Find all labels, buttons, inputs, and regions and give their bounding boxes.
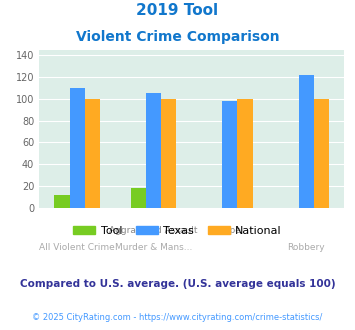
Bar [54, 195, 70, 208]
Text: Aggravated Assault: Aggravated Assault [109, 226, 198, 235]
Text: Robbery: Robbery [288, 243, 325, 251]
Bar [85, 99, 100, 208]
Text: All Violent Crime: All Violent Crime [39, 243, 115, 251]
Text: Murder & Mans...: Murder & Mans... [115, 243, 192, 251]
Bar [161, 99, 176, 208]
Legend: Tool, Texas, National: Tool, Texas, National [69, 221, 286, 240]
Text: Violent Crime Comparison: Violent Crime Comparison [76, 30, 279, 44]
Text: 2019 Tool: 2019 Tool [136, 3, 219, 18]
Text: © 2025 CityRating.com - https://www.cityrating.com/crime-statistics/: © 2025 CityRating.com - https://www.city… [32, 314, 323, 322]
Text: Compared to U.S. average. (U.S. average equals 100): Compared to U.S. average. (U.S. average … [20, 279, 335, 289]
Bar [222, 101, 237, 208]
Bar [131, 188, 146, 208]
Bar [299, 75, 314, 208]
Bar [314, 99, 329, 208]
Bar [237, 99, 253, 208]
Bar [146, 93, 161, 208]
Text: Rape: Rape [218, 226, 241, 235]
Bar [70, 88, 85, 208]
